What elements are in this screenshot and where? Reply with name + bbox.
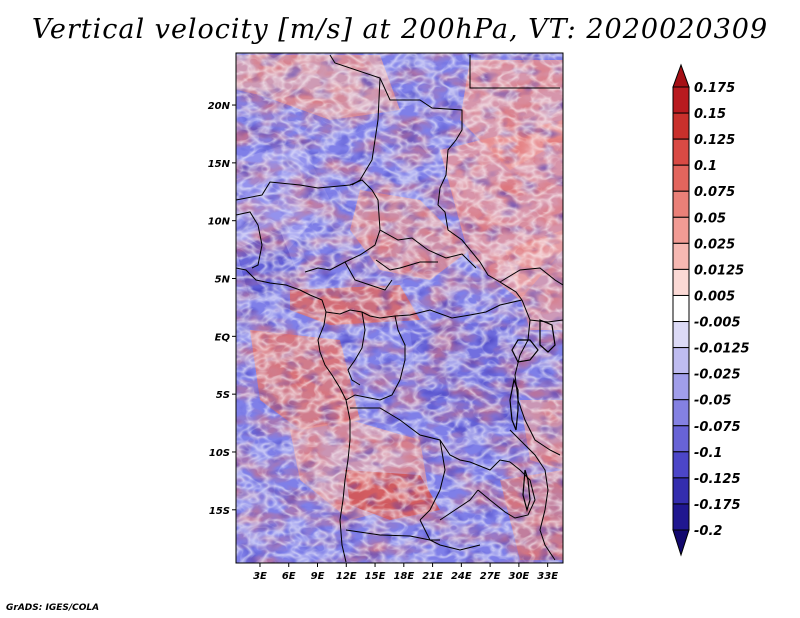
lat-tick-label: 5N bbox=[215, 275, 231, 286]
map-title: Vertical velocity [m/s] at 200hPa, VT: 2… bbox=[31, 14, 769, 45]
lat-tick-label: 10N bbox=[208, 217, 231, 228]
colorbar-segment bbox=[672, 451, 690, 479]
lat-tick-label: 15S bbox=[209, 506, 230, 517]
lon-tick-label: 24E bbox=[451, 571, 472, 582]
colorbar-segment bbox=[672, 86, 690, 114]
colorbar-segment bbox=[672, 164, 690, 192]
colorbar-segment bbox=[672, 321, 690, 349]
colorbar-segment bbox=[672, 138, 690, 166]
latitude-axis: 20N 15N 10N 5N EQ 5S 10S 15S bbox=[208, 101, 236, 517]
colorbar-segment bbox=[672, 112, 690, 140]
colorbar-label: 0.15 bbox=[694, 107, 726, 122]
colorbar-label: -0.2 bbox=[694, 524, 722, 539]
lon-tick-label: 6E bbox=[282, 571, 296, 582]
colorbar-label: -0.025 bbox=[694, 368, 741, 383]
colorbar-segment bbox=[672, 294, 690, 323]
colorbar-segment bbox=[672, 399, 690, 427]
country-borders bbox=[236, 54, 563, 563]
lat-tick-label: 5S bbox=[216, 390, 230, 401]
colorbar-segment bbox=[672, 190, 690, 218]
colorbar-label: -0.05 bbox=[694, 394, 731, 409]
map-frame bbox=[235, 52, 564, 564]
lat-tick-label: 20N bbox=[208, 101, 231, 112]
colorbar-segment bbox=[672, 268, 690, 296]
longitude-axis: 3E 6E 9E 12E 15E 18E 21E 24E 27E 30E 33E bbox=[253, 563, 558, 582]
colorbar-segment bbox=[672, 347, 690, 375]
grads-credit: GrADS: IGES/COLA bbox=[6, 603, 100, 613]
colorbar-segment bbox=[672, 477, 690, 505]
colorbar-segment bbox=[672, 425, 690, 453]
colorbar-label: -0.1 bbox=[694, 446, 722, 461]
lon-tick-label: 27E bbox=[480, 571, 501, 582]
colorbar-label: -0.0125 bbox=[694, 342, 750, 357]
lon-tick-label: 18E bbox=[393, 571, 414, 582]
lon-tick-label: 9E bbox=[311, 571, 325, 582]
lakes bbox=[509, 319, 556, 513]
colorbar-segment bbox=[672, 216, 690, 244]
colorbar-segment bbox=[672, 503, 690, 531]
colorbar-label: 0.125 bbox=[694, 133, 735, 148]
lon-tick-label: 30E bbox=[509, 571, 530, 582]
lat-tick-label: EQ bbox=[215, 332, 231, 343]
lat-tick-label: 10S bbox=[209, 448, 230, 459]
lat-tick-label: 15N bbox=[208, 159, 231, 170]
colorbar-label: -0.075 bbox=[694, 420, 741, 435]
colorbar-segment bbox=[672, 373, 690, 401]
colorbar: 0.175 0.15 0.125 0.1 0.075 0.05 0.025 0.0125 0.0… bbox=[672, 63, 750, 557]
colorbar-segment bbox=[672, 242, 690, 270]
colorbar-label: 0.05 bbox=[694, 211, 726, 226]
colorbar-label: -0.175 bbox=[694, 498, 741, 513]
colorbar-bottom-arrow bbox=[672, 529, 690, 557]
colorbar-label: 0.175 bbox=[694, 81, 735, 96]
colorbar-label: 0.0125 bbox=[694, 263, 744, 278]
lon-tick-label: 15E bbox=[365, 571, 386, 582]
colorbar-label: 0.1 bbox=[694, 159, 717, 174]
colorbar-label: 0.005 bbox=[694, 289, 735, 304]
colorbar-label: 0.075 bbox=[694, 185, 735, 200]
lon-tick-label: 21E bbox=[422, 571, 443, 582]
colorbar-label: 0.025 bbox=[694, 237, 735, 252]
lon-tick-label: 3E bbox=[253, 571, 267, 582]
velocity-field bbox=[236, 53, 563, 563]
lon-tick-label: 33E bbox=[537, 571, 558, 582]
colorbar-label: -0.005 bbox=[694, 316, 741, 331]
lon-tick-label: 12E bbox=[336, 571, 357, 582]
colorbar-top-arrow bbox=[672, 63, 690, 88]
colorbar-label: -0.125 bbox=[694, 472, 741, 487]
